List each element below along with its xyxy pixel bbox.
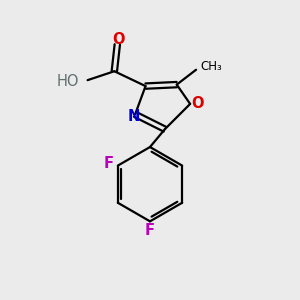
Text: HO: HO (57, 74, 79, 89)
Text: O: O (191, 96, 204, 111)
Text: CH₃: CH₃ (200, 60, 222, 73)
Text: O: O (112, 32, 125, 46)
Text: N: N (128, 109, 140, 124)
Text: F: F (145, 223, 155, 238)
Text: F: F (103, 156, 113, 171)
